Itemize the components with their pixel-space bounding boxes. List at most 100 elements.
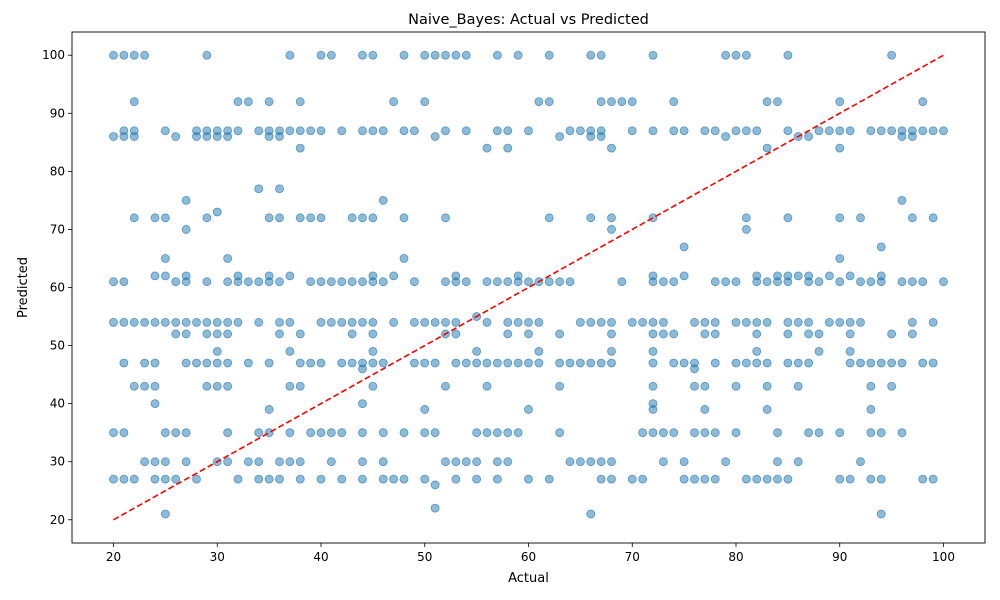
data-point	[783, 50, 793, 60]
data-point	[492, 358, 502, 368]
data-point	[202, 317, 212, 327]
data-point	[160, 213, 170, 223]
data-point	[773, 97, 782, 107]
data-point	[710, 474, 720, 484]
data-point	[160, 509, 170, 519]
data-point	[119, 132, 129, 141]
data-point	[129, 97, 139, 107]
data-point	[285, 428, 295, 438]
data-point	[254, 317, 264, 327]
data-point	[492, 428, 502, 438]
data-point	[472, 346, 482, 356]
x-tick-label: 50	[417, 550, 432, 564]
data-point	[358, 428, 367, 438]
data-point	[897, 132, 907, 141]
data-point	[243, 457, 253, 467]
data-point	[835, 126, 845, 136]
data-point	[202, 381, 212, 391]
data-point	[752, 346, 762, 356]
data-point	[596, 317, 606, 327]
data-point	[648, 405, 658, 414]
data-point	[295, 97, 305, 107]
data-point	[638, 474, 648, 484]
data-point	[119, 428, 129, 438]
data-point	[461, 457, 471, 467]
data-point	[555, 381, 565, 391]
data-point	[492, 457, 502, 467]
data-point	[876, 428, 886, 438]
data-point	[430, 480, 440, 490]
data-point	[181, 225, 191, 234]
data-point	[264, 277, 274, 287]
data-point	[814, 346, 824, 356]
data-point	[835, 428, 845, 438]
data-point	[347, 317, 357, 327]
data-point	[337, 126, 347, 136]
data-point	[389, 271, 399, 281]
data-point	[773, 474, 782, 484]
data-point	[119, 358, 129, 368]
data-point	[513, 277, 523, 287]
data-point	[399, 213, 409, 223]
data-point	[316, 277, 326, 287]
data-point	[358, 399, 367, 409]
y-tick-label: 60	[50, 281, 65, 295]
data-point	[700, 405, 710, 414]
data-point	[243, 358, 253, 368]
data-point	[347, 329, 357, 339]
data-point	[669, 428, 679, 438]
data-point	[710, 428, 720, 438]
data-point	[181, 195, 191, 205]
data-point	[306, 428, 316, 438]
data-point	[638, 428, 648, 438]
data-point	[430, 428, 440, 438]
data-point	[368, 213, 378, 223]
data-point	[762, 381, 772, 391]
data-point	[503, 317, 513, 327]
data-point	[835, 317, 845, 327]
data-point	[202, 277, 212, 287]
data-point	[503, 143, 513, 153]
data-point	[710, 277, 720, 287]
data-point	[451, 474, 461, 484]
data-point	[845, 358, 855, 368]
data-point	[907, 317, 917, 327]
data-point	[233, 474, 243, 484]
data-point	[679, 126, 689, 136]
data-point	[337, 474, 347, 484]
data-point	[596, 457, 606, 467]
x-axis-title: Actual	[508, 571, 549, 586]
data-point	[492, 126, 502, 136]
y-tick-label: 40	[50, 397, 65, 411]
data-point	[513, 317, 523, 327]
data-point	[783, 474, 793, 484]
data-point	[783, 358, 793, 368]
data-point	[866, 381, 876, 391]
data-point	[192, 474, 201, 484]
data-point	[555, 329, 565, 339]
data-point	[586, 317, 596, 327]
data-point	[690, 317, 699, 327]
data-point	[275, 474, 284, 484]
data-point	[814, 277, 824, 287]
data-point	[358, 277, 367, 287]
data-point	[586, 50, 596, 60]
data-point	[129, 317, 139, 327]
data-point	[503, 277, 513, 287]
data-point	[845, 329, 855, 339]
data-point	[181, 329, 191, 339]
data-point	[524, 277, 533, 287]
data-point	[451, 317, 461, 327]
data-point	[648, 358, 658, 368]
data-point	[669, 329, 679, 339]
data-point	[399, 50, 409, 60]
data-point	[472, 428, 482, 438]
data-point	[876, 358, 886, 368]
data-point	[679, 271, 689, 281]
data-point	[409, 277, 419, 287]
data-point	[160, 428, 170, 438]
data-point	[389, 474, 399, 484]
data-point	[420, 97, 430, 107]
data-point	[441, 277, 450, 287]
